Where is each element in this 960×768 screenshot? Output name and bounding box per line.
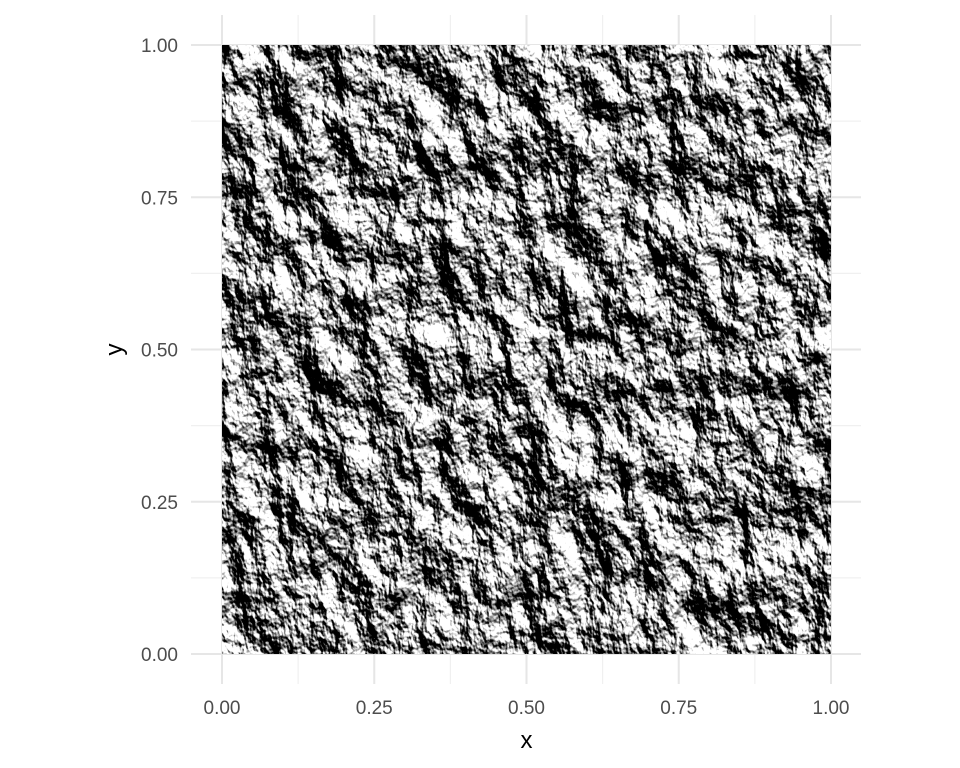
x-tick-label: 0.00 [204,698,241,719]
x-tick-label: 0.50 [508,698,545,719]
x-axis-ticks: 0.00 0.25 0.50 0.75 1.00 [204,698,850,719]
y-tick-label: 0.25 [141,493,178,514]
heatmap-raster [222,45,831,654]
y-tick-label: 0.50 [141,341,178,362]
y-tick-label: 1.00 [141,36,178,57]
y-tick-label: 0.00 [141,645,178,666]
y-axis-title: y [101,344,128,356]
x-axis-title: x [521,727,533,754]
y-tick-label: 0.75 [141,188,178,209]
x-tick-label: 1.00 [813,698,850,719]
y-axis-ticks: 0.00 0.25 0.50 0.75 1.00 [141,36,178,666]
x-tick-label: 0.75 [660,698,697,719]
x-tick-label: 0.25 [356,698,393,719]
